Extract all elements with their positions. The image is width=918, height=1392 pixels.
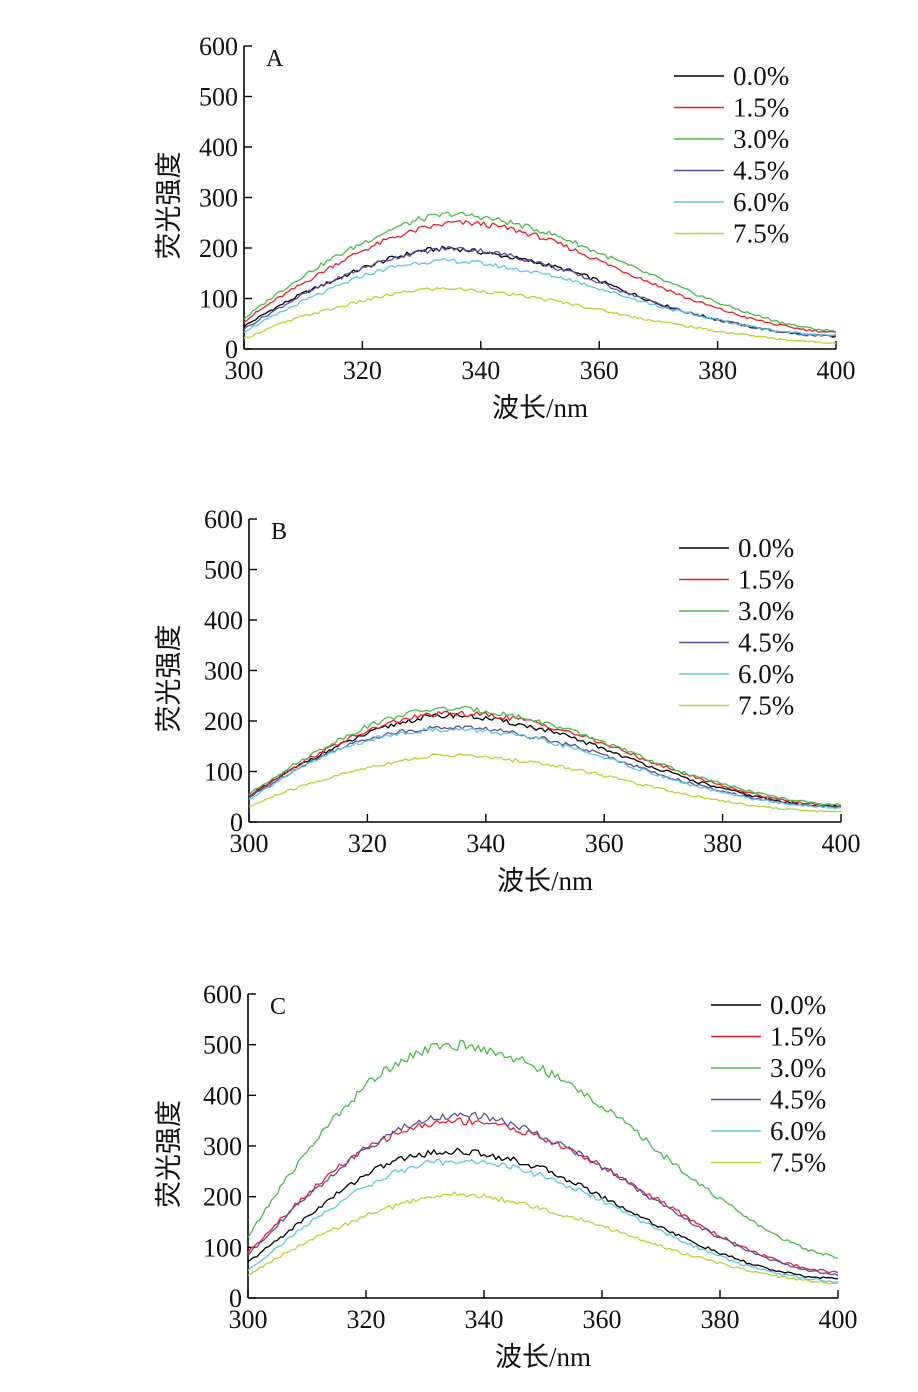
x-tick-label: 320: [343, 356, 382, 385]
x-tick-label: 380: [701, 1305, 740, 1334]
legend-label: 0.0%: [733, 61, 789, 91]
legend-label: 6.0%: [738, 659, 794, 689]
x-axis-title: 波长/nm: [492, 393, 588, 423]
series-line-1: [243, 219, 837, 333]
x-tick-label: 320: [348, 829, 387, 858]
x-tick-label: 300: [229, 1305, 268, 1334]
series-line-5: [249, 753, 842, 813]
legend: 0.0%1.5%3.0%4.5%6.0%7.5%: [711, 990, 826, 1178]
legend: 0.0%1.5%3.0%4.5%6.0%7.5%: [679, 533, 794, 721]
y-tick-label: 600: [204, 505, 243, 534]
y-tick-label: 0: [230, 808, 243, 837]
y-tick-label: 400: [204, 606, 243, 635]
legend-label: 1.5%: [733, 93, 789, 123]
series-line-3: [248, 725, 842, 809]
y-tick-label: 200: [203, 1183, 242, 1212]
legend-label: 6.0%: [733, 187, 789, 217]
legend-label: 1.5%: [770, 1022, 826, 1052]
x-tick-label: 380: [703, 829, 742, 858]
panel-label: C: [270, 994, 286, 1020]
y-tick-label: 400: [199, 133, 238, 162]
chart-panel-a: 0 100 200 300 400 500 600 300 320 340 360 380 400 波长/…: [154, 32, 856, 423]
y-tick-label: 400: [203, 1081, 242, 1110]
y-tick-label: 200: [199, 234, 238, 263]
y-tick-label: 100: [203, 1233, 242, 1262]
y-tick-label: 0: [229, 1284, 242, 1313]
series-line-2: [247, 1039, 839, 1259]
y-tick-label: 500: [204, 556, 243, 585]
legend-label: 4.5%: [738, 628, 794, 658]
y-axis-title: 荧光强度: [154, 625, 184, 733]
series-line-5: [243, 287, 837, 345]
panel-label: B: [271, 519, 287, 545]
x-axis-title: 波长/nm: [495, 1342, 591, 1372]
series-line-1: [247, 1117, 839, 1274]
x-tick-label: 400: [819, 1305, 858, 1334]
series-line-2: [243, 211, 837, 333]
legend-label: 0.0%: [738, 533, 794, 563]
x-tick-label: 340: [465, 1305, 504, 1334]
x-tick-label: 360: [585, 829, 624, 858]
y-tick-label: 600: [199, 32, 238, 61]
series-line-0: [248, 712, 842, 809]
y-tick-label: 500: [199, 83, 238, 112]
y-tick-label: 300: [203, 1132, 242, 1161]
series-line-2: [248, 705, 842, 807]
y-axis-title: 荧光强度: [154, 152, 184, 260]
x-tick-label: 400: [822, 829, 861, 858]
chart-panel-b: 0 100 200 300 400 500 600 300 320 340 360 380 400 波长/…: [154, 505, 861, 896]
legend-label: 6.0%: [770, 1116, 826, 1146]
legend-label: 1.5%: [738, 565, 794, 595]
legend-label: 7.5%: [738, 691, 794, 721]
chart-panel-c: 0 100 200 300 400 500 600 300 320 340 360 380 400 波长/…: [154, 980, 858, 1372]
y-tick-label: 0: [225, 335, 238, 364]
series-line-4: [248, 727, 842, 810]
y-tick-label: 500: [203, 1031, 242, 1060]
series-line-0: [247, 1147, 839, 1280]
series-line-4: [243, 258, 837, 336]
series-line-3: [247, 1111, 839, 1277]
x-tick-label: 340: [466, 829, 505, 858]
x-tick-label: 380: [698, 356, 737, 385]
y-axis-title: 荧光强度: [154, 1100, 184, 1208]
y-tick-label: 200: [204, 707, 243, 736]
x-tick-label: 320: [347, 1305, 386, 1334]
legend-label: 3.0%: [738, 596, 794, 626]
x-tick-label: 360: [583, 1305, 622, 1334]
series-line-1: [248, 710, 842, 808]
panel-label: A: [266, 46, 284, 72]
legend-label: 0.0%: [770, 990, 826, 1020]
legend-label: 4.5%: [770, 1085, 826, 1115]
legend-label: 7.5%: [733, 219, 789, 249]
y-tick-label: 100: [199, 285, 238, 314]
y-tick-label: 100: [204, 758, 243, 787]
x-tick-label: 300: [230, 829, 269, 858]
legend-label: 7.5%: [770, 1148, 826, 1178]
legend-label: 4.5%: [733, 156, 789, 186]
x-tick-label: 300: [225, 356, 264, 385]
legend: 0.0%1.5%3.0%4.5%6.0%7.5%: [674, 61, 789, 249]
legend-label: 3.0%: [770, 1053, 826, 1083]
series-line-5: [247, 1191, 839, 1285]
y-tick-label: 300: [199, 184, 238, 213]
x-tick-label: 400: [817, 356, 856, 385]
series-line-0: [243, 245, 837, 338]
series-line-4: [247, 1158, 839, 1283]
y-tick-label: 300: [204, 657, 243, 686]
y-tick-label: 600: [203, 980, 242, 1009]
x-tick-label: 360: [580, 356, 619, 385]
x-axis-title: 波长/nm: [497, 866, 593, 896]
series-line-3: [243, 245, 837, 339]
x-tick-label: 340: [461, 356, 500, 385]
legend-label: 3.0%: [733, 124, 789, 154]
